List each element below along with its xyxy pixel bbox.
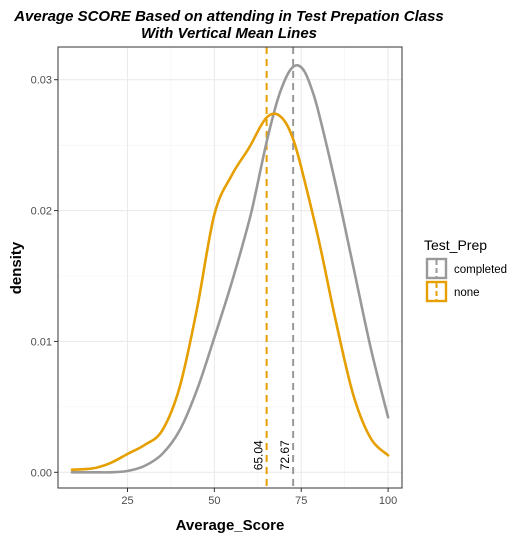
chart-subtitle: With Vertical Mean Lines — [141, 25, 317, 42]
y-tick-label: 0.01 — [31, 336, 52, 348]
y-axis-ticks: 0.00 0.01 0.02 0.03 — [31, 75, 58, 479]
mean-lines — [265, 47, 295, 488]
legend-entries: completed none — [425, 257, 507, 303]
legend: Test_Prep completed none — [424, 237, 507, 303]
x-tick-label: 25 — [121, 495, 133, 507]
y-tick-label: 0.00 — [31, 467, 52, 479]
x-axis-ticks: 25 50 75 100 — [121, 488, 397, 507]
panel-border — [57, 46, 403, 489]
chart-title: Average SCORE Based on attending in Test… — [13, 8, 444, 25]
legend-title: Test_Prep — [424, 237, 487, 253]
y-axis-title: density — [8, 241, 25, 294]
mean-label-none: 65.04 — [252, 440, 266, 470]
density-line-none — [70, 112, 390, 471]
density-line-completed — [70, 63, 390, 474]
x-tick-label: 100 — [379, 495, 397, 507]
x-tick-label: 50 — [208, 495, 220, 507]
y-tick-label: 0.03 — [31, 75, 52, 87]
density-curves — [70, 63, 390, 474]
y-tick-label: 0.02 — [31, 206, 52, 218]
legend-label-none: none — [454, 287, 480, 299]
legend-label-completed: completed — [454, 264, 507, 276]
x-axis-title: Average_Score — [176, 517, 285, 534]
x-tick-label: 75 — [295, 495, 307, 507]
mean-labels: 65.04 72.67 — [252, 440, 293, 470]
mean-label-completed: 72.67 — [278, 440, 292, 470]
